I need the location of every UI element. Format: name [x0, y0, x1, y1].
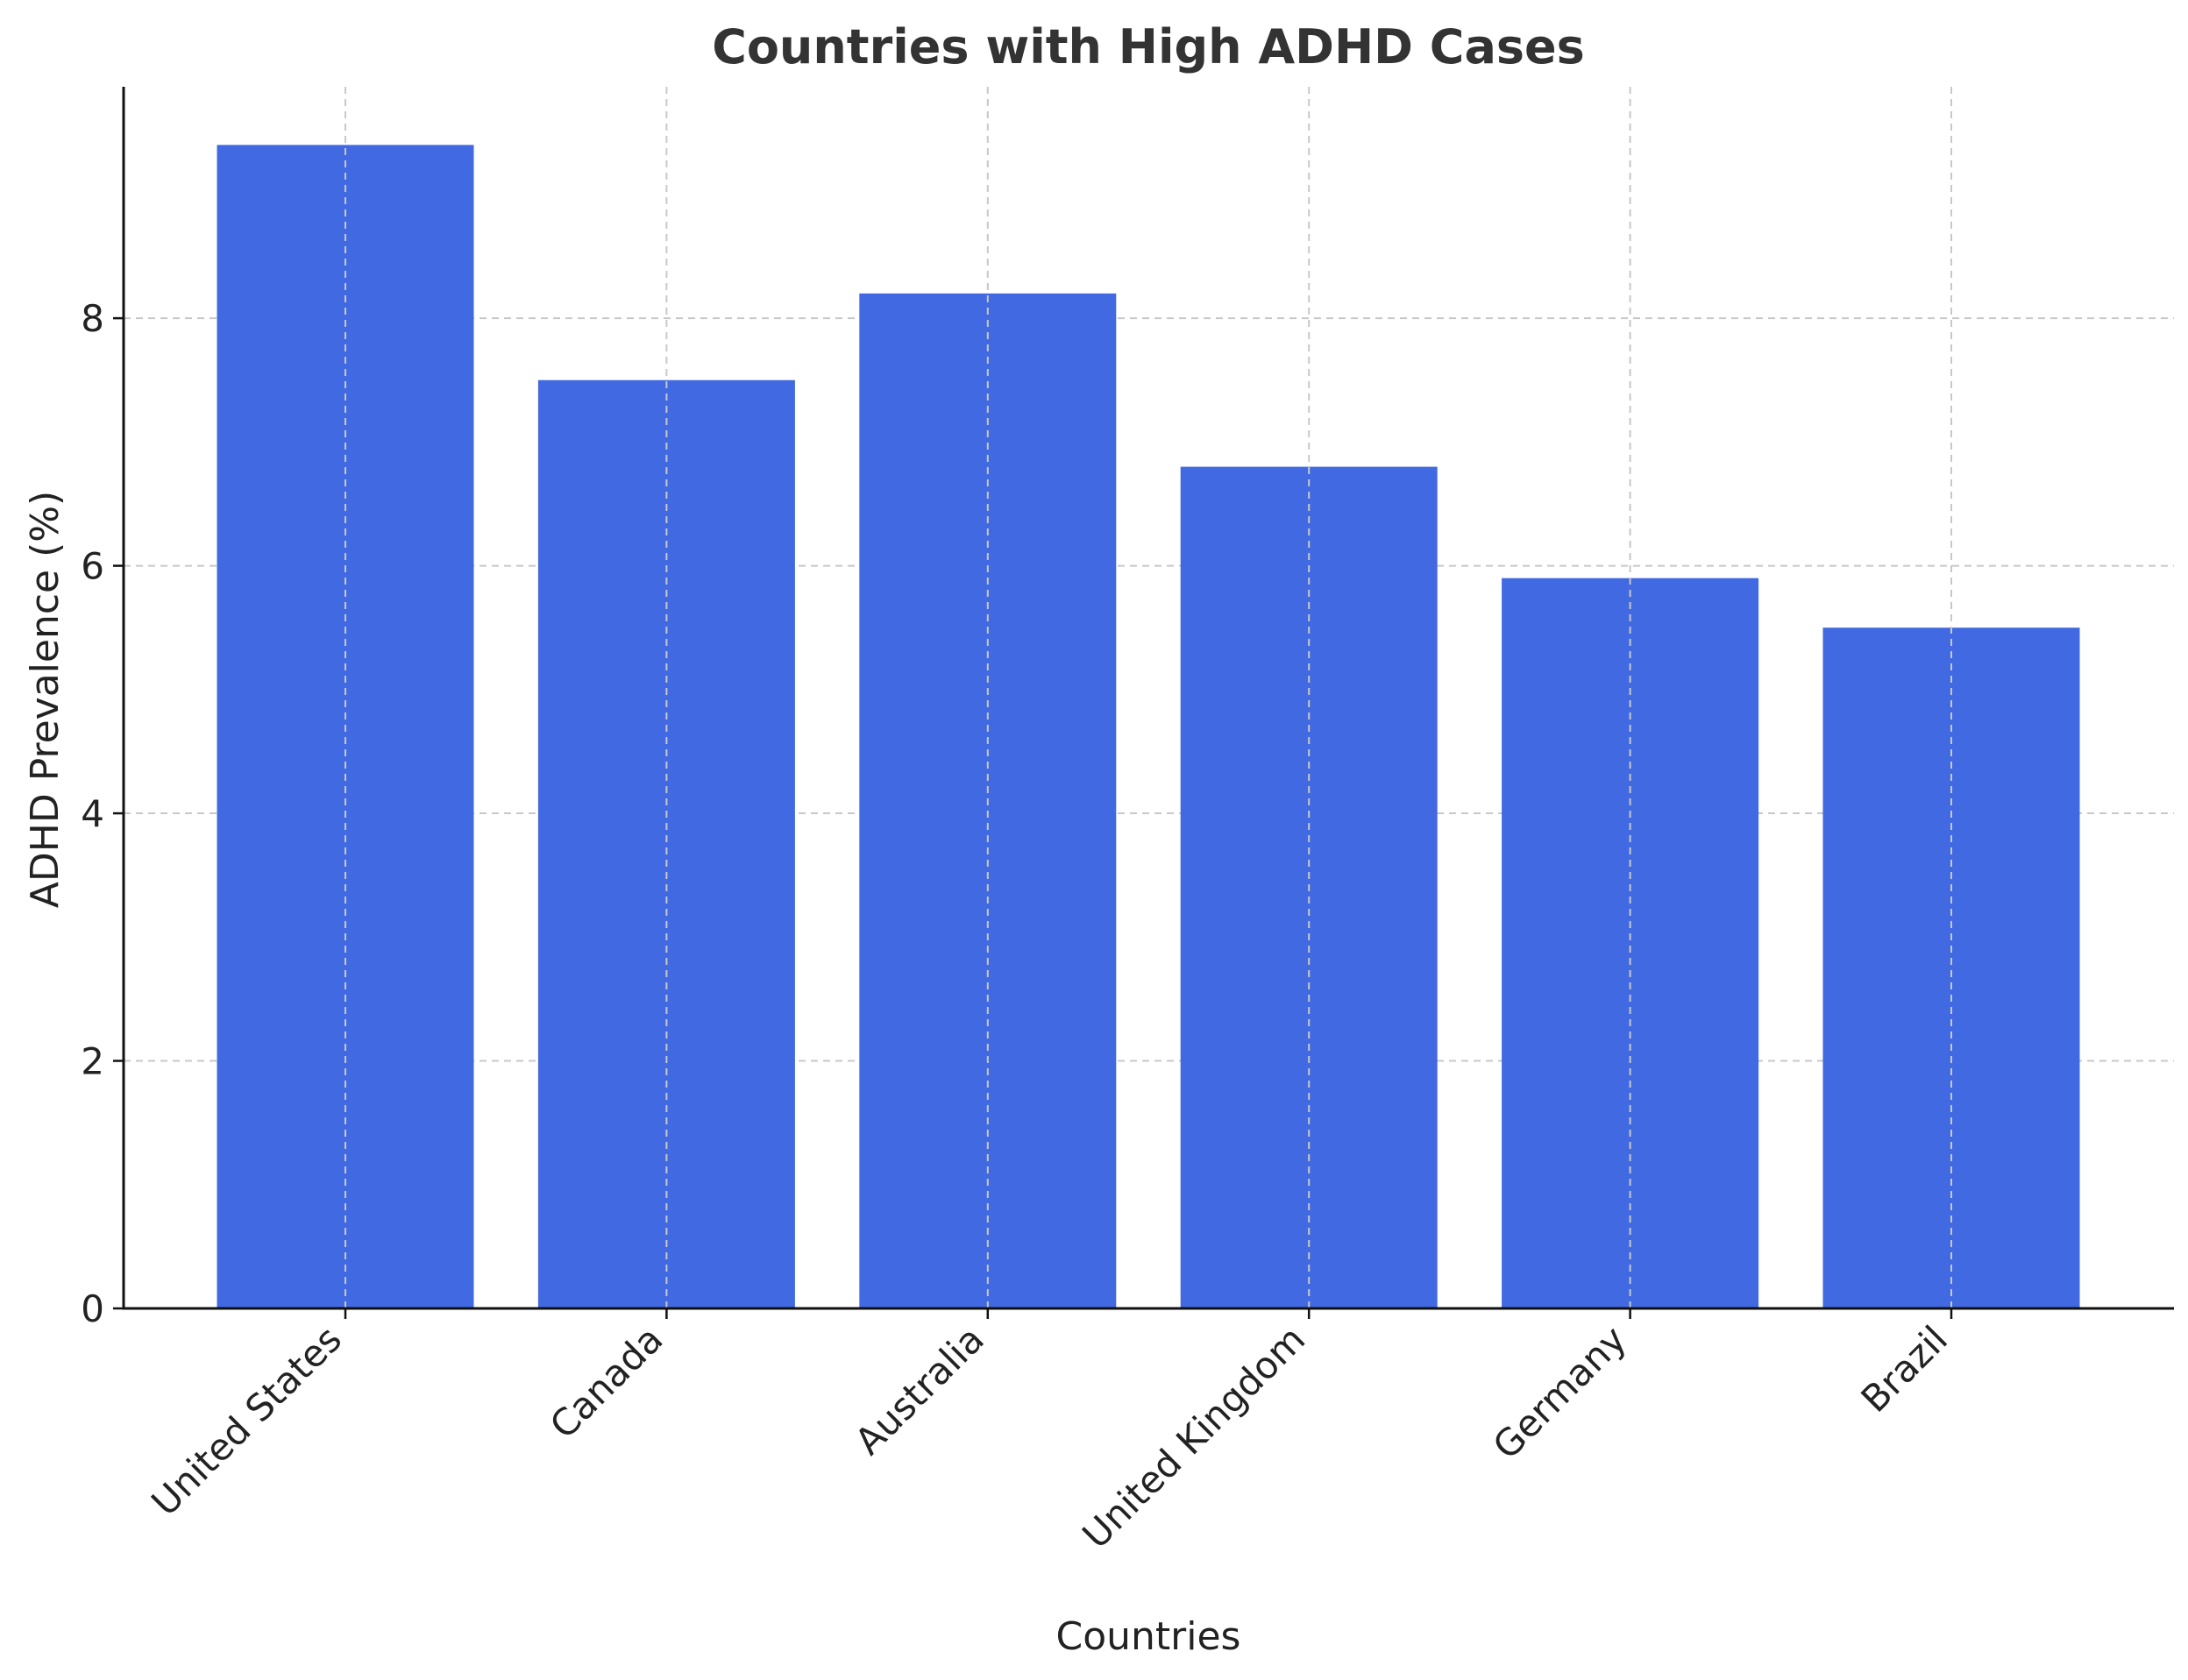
y-axis-label: ADHD Prevalence (%) — [23, 491, 67, 908]
y-tick-label: 4 — [81, 792, 104, 835]
y-tick-label: 8 — [81, 297, 104, 340]
chart-title: Countries with High ADHD Cases — [712, 19, 1585, 74]
y-tick-label: 6 — [81, 545, 104, 588]
axes-layer — [122, 87, 2174, 1310]
x-axis-label: Countries — [1056, 1614, 1241, 1659]
y-tick-label: 2 — [81, 1040, 104, 1083]
y-tick-label: 0 — [81, 1287, 104, 1330]
bar — [1502, 578, 1759, 1308]
